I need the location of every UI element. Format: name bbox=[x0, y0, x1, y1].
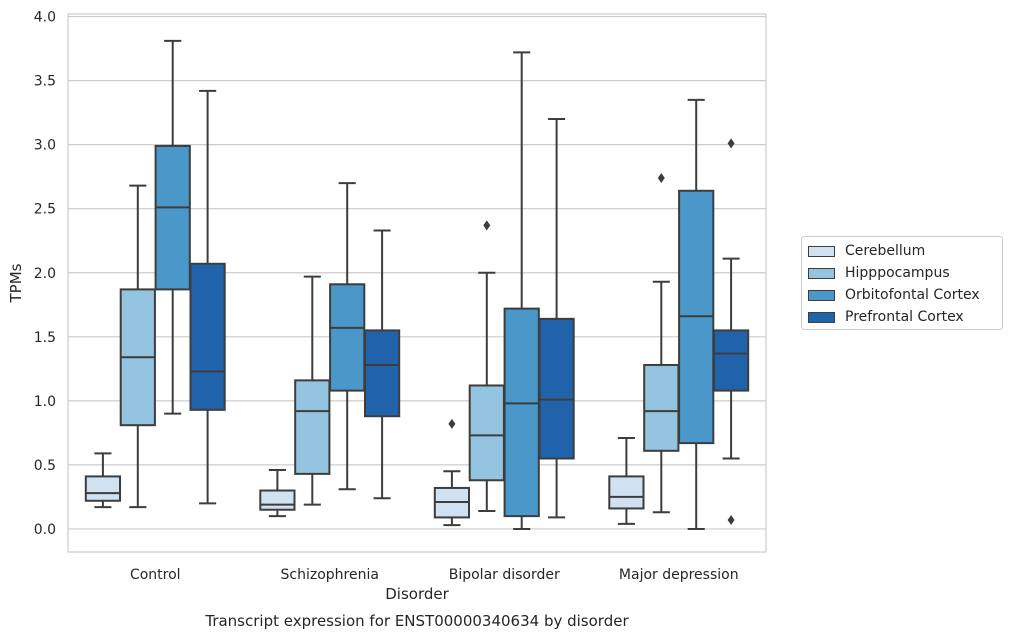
box-iqr bbox=[470, 385, 504, 480]
legend-swatch bbox=[808, 268, 835, 279]
plot-area bbox=[86, 41, 748, 529]
box-orbitofontal-cortex bbox=[156, 41, 190, 414]
box-iqr bbox=[539, 319, 573, 459]
legend-item-hippocampus: Hipppocampus bbox=[808, 263, 950, 283]
x-axis-label: Disorder bbox=[385, 585, 449, 603]
box-iqr bbox=[190, 264, 224, 410]
outlier-point bbox=[658, 173, 665, 183]
box-iqr bbox=[295, 380, 329, 474]
box-hipppocampus bbox=[121, 186, 155, 508]
legend-swatch bbox=[808, 290, 835, 301]
box-orbitofontal-cortex bbox=[330, 183, 364, 489]
box-iqr bbox=[260, 491, 294, 510]
y-tick-label: 3.0 bbox=[34, 138, 56, 154]
y-axis-label: TPMs bbox=[7, 263, 25, 303]
y-tick-label: 4.0 bbox=[34, 10, 56, 26]
outlier-point bbox=[728, 515, 735, 525]
y-tick-label: 1.5 bbox=[34, 330, 56, 346]
box-cerebellum bbox=[435, 419, 469, 525]
box-cerebellum bbox=[260, 470, 294, 516]
box-iqr bbox=[644, 365, 678, 451]
box-cerebellum bbox=[609, 438, 643, 524]
legend-item-prefrontal-cortex: Prefrontal Cortex bbox=[808, 307, 964, 327]
legend-swatch bbox=[808, 246, 835, 257]
box-iqr bbox=[365, 330, 399, 416]
x-tick-label: Major depression bbox=[619, 567, 739, 583]
box-prefrontal-cortex bbox=[539, 119, 573, 517]
box-prefrontal-cortex bbox=[714, 138, 748, 525]
box-iqr bbox=[609, 476, 643, 508]
legend-label: Hipppocampus bbox=[845, 265, 950, 281]
outlier-point bbox=[448, 419, 455, 429]
box-iqr bbox=[505, 309, 539, 517]
y-tick-label: 0.5 bbox=[34, 458, 56, 474]
legend-item-cerebellum: Cerebellum bbox=[808, 241, 925, 261]
y-axis-ticks: 0.0 0.5 1.0 1.5 2.0 2.5 3.0 3.5 4.0 bbox=[34, 10, 56, 538]
y-tick-label: 1.0 bbox=[34, 394, 56, 410]
x-tick-label: Control bbox=[130, 567, 181, 583]
legend-label: Cerebellum bbox=[845, 243, 925, 259]
box-iqr bbox=[156, 146, 190, 289]
box-hipppocampus bbox=[644, 173, 678, 512]
box-iqr bbox=[330, 284, 364, 390]
box-prefrontal-cortex bbox=[365, 230, 399, 498]
legend-item-orbitofrontal-cortex: Orbitofontal Cortex bbox=[808, 285, 980, 305]
y-tick-label: 3.5 bbox=[34, 74, 56, 90]
x-tick-label: Schizophrenia bbox=[281, 567, 379, 583]
x-axis-ticks: Control Schizophrenia Bipolar disorder Majo… bbox=[130, 567, 739, 583]
y-tick-label: 2.5 bbox=[34, 202, 56, 218]
box-hipppocampus bbox=[470, 220, 504, 511]
y-tick-label: 2.0 bbox=[34, 266, 56, 282]
legend: Cerebellum Hipppocampus Orbitofontal Cor… bbox=[801, 236, 1003, 330]
box-hipppocampus bbox=[295, 277, 329, 505]
box-iqr bbox=[714, 330, 748, 390]
legend-swatch bbox=[808, 312, 835, 323]
chart-title: Transcript expression for ENST0000034063… bbox=[204, 612, 629, 630]
outlier-point bbox=[728, 138, 735, 148]
legend-label: Prefrontal Cortex bbox=[845, 309, 964, 325]
legend-label: Orbitofontal Cortex bbox=[845, 287, 980, 303]
box-cerebellum bbox=[86, 453, 120, 507]
outlier-point bbox=[483, 220, 490, 230]
y-tick-label: 0.0 bbox=[34, 522, 56, 538]
x-tick-label: Bipolar disorder bbox=[449, 567, 560, 583]
box-iqr bbox=[86, 476, 120, 500]
box-orbitofontal-cortex bbox=[505, 52, 539, 529]
box-prefrontal-cortex bbox=[190, 91, 224, 503]
